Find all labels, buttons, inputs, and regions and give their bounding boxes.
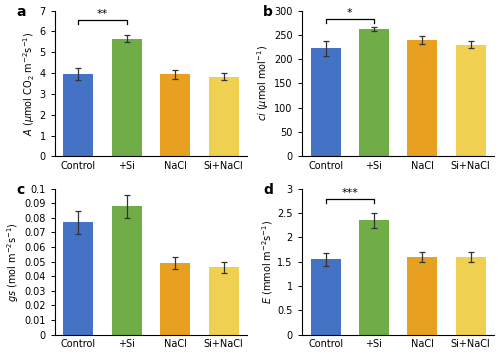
Bar — [160, 75, 190, 157]
Text: b: b — [264, 5, 273, 19]
Text: a: a — [16, 5, 26, 19]
Bar — [112, 39, 142, 157]
Bar — [359, 220, 389, 334]
Y-axis label: $A$ ($\mu$mol CO$_2$ m$^{-2}$s$^{-1}$): $A$ ($\mu$mol CO$_2$ m$^{-2}$s$^{-1}$) — [21, 31, 36, 136]
Bar — [456, 257, 486, 334]
Y-axis label: $gs$ (mol m$^{-2}$s$^{-1}$): $gs$ (mol m$^{-2}$s$^{-1}$) — [6, 222, 22, 302]
Bar — [359, 29, 389, 157]
Text: ***: *** — [342, 188, 358, 198]
Y-axis label: $ci$ ($\mu$mol mol$^{-1}$): $ci$ ($\mu$mol mol$^{-1}$) — [256, 45, 272, 121]
Bar — [112, 206, 142, 334]
Bar — [408, 40, 438, 157]
Bar — [64, 222, 94, 334]
Bar — [208, 267, 238, 334]
Bar — [64, 74, 94, 157]
Text: *: * — [347, 8, 352, 18]
Bar — [310, 259, 340, 334]
Bar — [160, 263, 190, 334]
Bar — [310, 48, 340, 157]
Bar — [408, 257, 438, 334]
Text: **: ** — [97, 9, 108, 19]
Bar — [456, 45, 486, 157]
Text: d: d — [264, 183, 273, 197]
Text: c: c — [16, 183, 24, 197]
Bar — [208, 77, 238, 157]
Y-axis label: $E$ (mmol m$^{-2}$s$^{-1}$): $E$ (mmol m$^{-2}$s$^{-1}$) — [260, 219, 274, 304]
